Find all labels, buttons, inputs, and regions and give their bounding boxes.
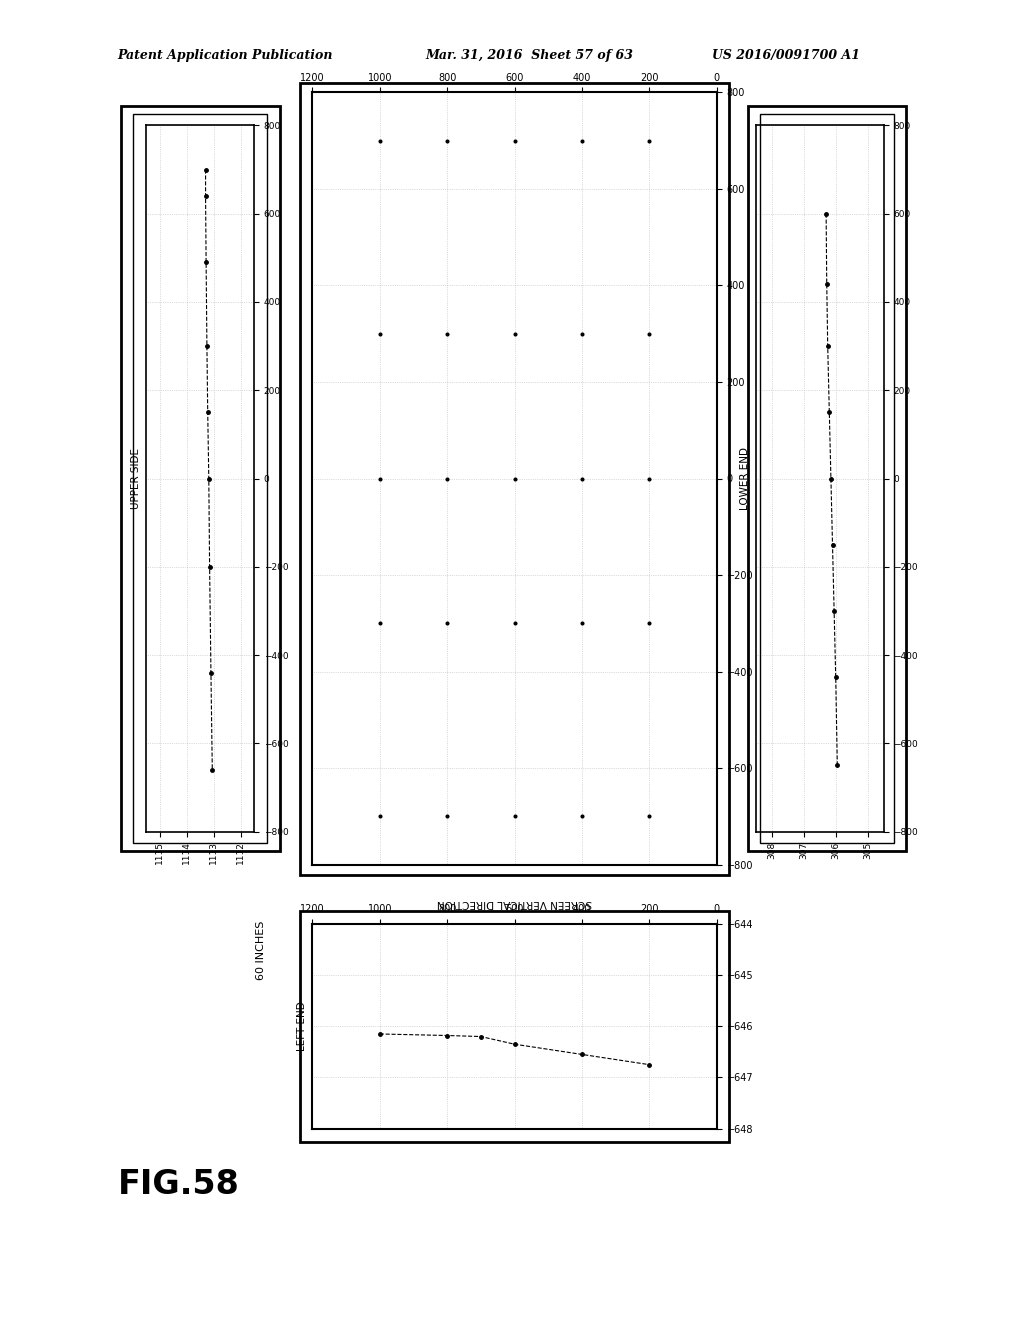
Point: [573, 323, 590, 345]
Point: [573, 612, 590, 634]
Text: FIG.58: FIG.58: [118, 1168, 240, 1201]
Y-axis label: UPPER SIDE: UPPER SIDE: [131, 447, 141, 510]
Point: [506, 323, 522, 345]
Point: [506, 612, 522, 634]
Point: [641, 612, 657, 634]
Point: [372, 805, 388, 826]
Text: Mar. 31, 2016  Sheet 57 of 63: Mar. 31, 2016 Sheet 57 of 63: [425, 49, 633, 62]
Point: [372, 612, 388, 634]
Text: US 2016/0091700 A1: US 2016/0091700 A1: [712, 49, 860, 62]
Point: [372, 131, 388, 152]
Point: [573, 805, 590, 826]
Text: 60 INCHES: 60 INCHES: [256, 921, 266, 979]
Point: [439, 612, 456, 634]
Point: [641, 469, 657, 490]
Point: [439, 805, 456, 826]
Point: [641, 131, 657, 152]
Point: [439, 469, 456, 490]
Text: Patent Application Publication: Patent Application Publication: [118, 49, 333, 62]
Point: [372, 323, 388, 345]
Y-axis label: SCREEN LATERAL DIRECTION: SCREEN LATERAL DIRECTION: [760, 404, 770, 553]
Y-axis label: LOWER END: LOWER END: [740, 447, 751, 510]
Point: [439, 131, 456, 152]
Point: [372, 469, 388, 490]
Point: [506, 469, 522, 490]
Point: [641, 805, 657, 826]
Point: [506, 131, 522, 152]
Point: [439, 323, 456, 345]
Point: [573, 131, 590, 152]
Text: SCREEN VERTICAL DIRECTION: SCREEN VERTICAL DIRECTION: [437, 898, 592, 908]
Point: [641, 323, 657, 345]
Y-axis label: LEFT END: LEFT END: [297, 1002, 307, 1051]
Point: [506, 805, 522, 826]
Point: [573, 469, 590, 490]
